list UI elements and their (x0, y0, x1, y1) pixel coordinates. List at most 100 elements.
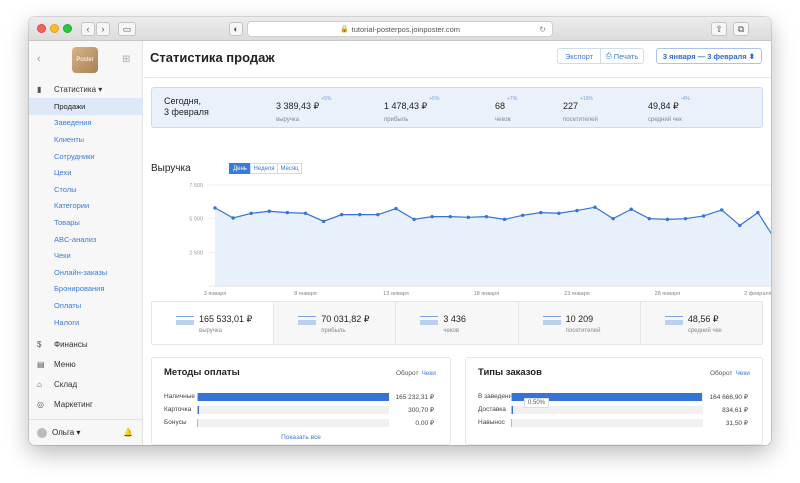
data-point (557, 211, 561, 215)
stat-label: выручка (276, 117, 299, 123)
x-tick-label: 2 февраля (744, 291, 771, 297)
summary-value: 165 533,01 ₽ (199, 314, 253, 324)
today-label-line2: 3 февраля (164, 107, 209, 117)
sidebar-subitem[interactable]: Столы (54, 184, 77, 194)
browser-titlebar: ‹ › ▭ ◐ 🔒 tutorial-posterpos.joinposter.… (29, 17, 771, 41)
print-button[interactable]: ⎙ Печать (600, 48, 644, 64)
payment-method-row: Наличные 165 232,31 ₽ (164, 392, 434, 402)
row-value: 31,50 ₽ (725, 420, 748, 427)
stat-change: +19% (580, 96, 593, 102)
toggle-turnover[interactable]: Оборот (396, 370, 419, 377)
logo[interactable]: Poster (72, 47, 98, 73)
row-label: Карточка (164, 406, 192, 413)
sidebar-item-statistics[interactable]: ▮ Статистика ▾ (29, 81, 143, 98)
share-icon[interactable]: ⇧ (711, 22, 727, 36)
area-chart-icon (664, 316, 683, 325)
data-point (756, 210, 760, 215)
data-point (484, 214, 489, 219)
collapse-sidebar-icon[interactable]: ‹ (37, 53, 41, 65)
sidebar-subitem[interactable]: Бронирования (54, 284, 105, 294)
tabs-icon[interactable]: ⧉ (733, 22, 749, 36)
close-window-button[interactable] (37, 24, 46, 33)
sidebar-item[interactable]: $ Финансы (29, 334, 143, 354)
lock-icon: 🔒 (339, 26, 349, 33)
marketing-icon: ◎ (37, 399, 44, 409)
sidebar-subitem[interactable]: Чеки (54, 251, 71, 261)
y-tick-label: 2 500 (189, 250, 203, 256)
sidebar-subitem[interactable]: Клиенты (54, 134, 85, 144)
show-all-link[interactable]: Показать все (281, 434, 321, 441)
stat-value: 49,84 ₽ (648, 101, 679, 111)
tab-1[interactable]: Неделя (250, 163, 278, 174)
print-label: Печать (613, 51, 639, 61)
sidebar-item[interactable]: ◎ Маркетинг (29, 394, 143, 414)
sidebar-subitem[interactable]: Налоги (54, 317, 80, 327)
sidebar-subitem[interactable]: Цехи (54, 168, 72, 178)
sidebar-subitem[interactable]: Товары (54, 217, 80, 227)
back-arrow-icon[interactable]: ‹ (81, 22, 95, 36)
user-menu[interactable]: Ольга ▾ 🔔 (29, 419, 143, 445)
order-type-row: В заведении 164 666,90 ₽ (478, 392, 748, 402)
data-point (593, 205, 597, 209)
tab-2[interactable]: Месяц (277, 163, 302, 174)
payment-methods-card: Методы оплаты Оборот Чеки Наличные 165 232… (151, 357, 451, 445)
browser-window: ‹ › ▭ ◐ 🔒 tutorial-posterpos.joinposter.… (29, 17, 771, 445)
reload-icon[interactable]: ↻ (539, 24, 546, 34)
share-bar-fill (512, 406, 513, 414)
share-bar (511, 393, 703, 401)
sidebar-subitem[interactable]: Сотрудники (54, 151, 95, 161)
maximize-window-button[interactable] (63, 24, 72, 33)
data-point (720, 208, 724, 212)
header-divider (144, 77, 771, 78)
payment-methods-title: Методы оплаты (164, 367, 240, 378)
share-bar (197, 419, 389, 427)
privacy-shield-icon[interactable]: ◐ (229, 22, 243, 36)
forward-arrow-icon[interactable]: › (96, 22, 110, 36)
y-tick-label: 7 500 (189, 183, 203, 189)
row-value: 300,70 ₽ (408, 407, 434, 414)
row-value: 164 666,90 ₽ (709, 394, 748, 401)
data-point (448, 214, 452, 219)
address-bar[interactable]: 🔒 tutorial-posterpos.joinposter.com ↻ (247, 21, 553, 37)
bell-icon[interactable]: 🔔 (123, 428, 133, 437)
payment-method-row: Карточка 300,70 ₽ (164, 405, 434, 415)
toggle-checks[interactable]: Чеки (421, 370, 436, 377)
data-point (321, 219, 326, 224)
data-point (249, 211, 253, 215)
sidebar-subitem[interactable]: Продажи (29, 98, 143, 115)
summary-cell: 70 031,82 ₽ прибыль (274, 302, 397, 344)
sidebar-subitem[interactable]: Оплаты (54, 300, 82, 310)
apps-grid-icon[interactable]: ⊞ (122, 54, 131, 65)
sidebar-item[interactable]: ⌂ Склад (29, 374, 143, 394)
stat-value: 3 389,43 ₽ (276, 101, 320, 111)
export-button[interactable]: Экспорт (557, 48, 601, 64)
sidebar-item-label: Склад (54, 379, 78, 389)
sidebar-subitem[interactable]: Онлайн-заказы (54, 267, 108, 277)
sidebar-item[interactable]: ▤ Меню (29, 354, 143, 374)
sidebar-item-label: Маркетинг (54, 399, 93, 409)
today-stat: 49,84 ₽-4% средний чек (648, 96, 690, 123)
sidebar-toggle-icon[interactable]: ▭ (118, 22, 136, 36)
stat-change: +5% (429, 96, 440, 102)
warehouse-icon: ⌂ (37, 379, 42, 389)
stat-label: прибыль (384, 117, 409, 123)
toggle-checks[interactable]: Чеки (735, 370, 750, 377)
minimize-window-button[interactable] (50, 24, 59, 33)
summary-label: посетителей (565, 328, 601, 334)
stat-change: +7% (507, 96, 518, 102)
avatar (37, 427, 47, 438)
tab-0[interactable]: День (229, 163, 251, 174)
sidebar-subitem[interactable]: Категории (54, 201, 90, 211)
date-range-picker[interactable]: 3 января — 3 февраля ⬍ (656, 48, 762, 64)
summary-value: 70 031,82 ₽ (321, 314, 370, 324)
sidebar-subitem[interactable]: ABC-анализ (54, 234, 97, 244)
toggle-turnover[interactable]: Оборот (710, 370, 733, 377)
today-stat: 1 478,43 ₽+5% прибыль (384, 96, 439, 123)
today-stat: 227+19% посетителей (563, 96, 598, 123)
area-chart-icon (176, 316, 194, 325)
series-area (215, 207, 771, 286)
sidebar-subitem[interactable]: Заведения (54, 118, 92, 128)
stat-value: 68 (495, 101, 506, 111)
area-chart-icon (298, 316, 317, 325)
sidebar-item-label: Финансы (54, 339, 88, 349)
